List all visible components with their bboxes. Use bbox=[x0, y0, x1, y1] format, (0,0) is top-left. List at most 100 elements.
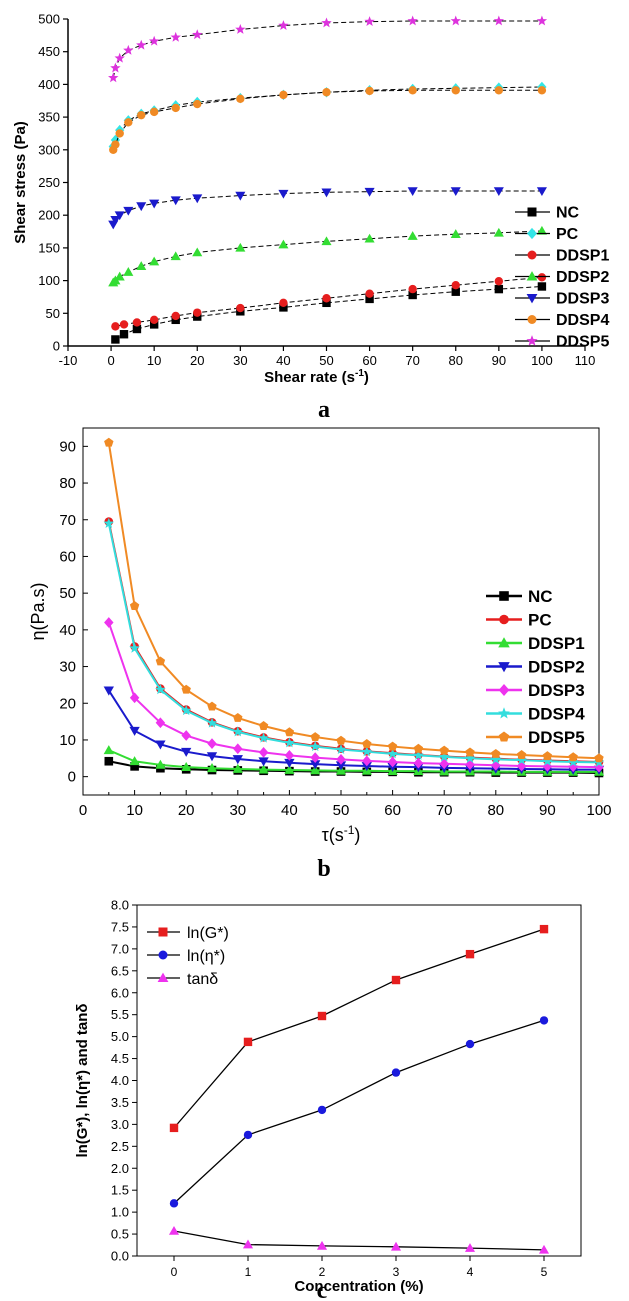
x-tick-label-b: 50 bbox=[333, 802, 350, 819]
x-axis-label-text: τ(s bbox=[322, 825, 344, 845]
data-point-b bbox=[284, 764, 295, 774]
data-point-b bbox=[181, 761, 192, 771]
legend-label-a: DDSP3 bbox=[556, 291, 609, 308]
data-point-b bbox=[464, 752, 476, 763]
legend-label-a: PC bbox=[556, 226, 579, 243]
data-point-a bbox=[451, 287, 460, 296]
data-point-a bbox=[537, 282, 547, 291]
data-point-b bbox=[413, 749, 424, 760]
x-tick-label-b: 100 bbox=[586, 802, 611, 819]
data-point-a bbox=[494, 284, 504, 294]
data-point-b bbox=[387, 741, 398, 751]
data-point-a bbox=[119, 320, 129, 329]
series-c-0 bbox=[169, 924, 549, 1133]
data-point-b bbox=[542, 755, 553, 766]
series-a-ddsp3 bbox=[108, 187, 547, 230]
data-point-c bbox=[391, 975, 401, 985]
x-tick-label-c: 4 bbox=[467, 1265, 474, 1279]
data-point-a bbox=[450, 187, 461, 197]
data-point-a bbox=[124, 118, 133, 127]
data-point-a bbox=[536, 225, 547, 235]
data-point-b bbox=[233, 743, 243, 755]
y-tick-label-b: 70 bbox=[59, 512, 76, 529]
data-point-b bbox=[387, 748, 398, 759]
data-point-a bbox=[278, 20, 289, 30]
data-point-a bbox=[235, 24, 246, 34]
data-point-a bbox=[111, 140, 120, 149]
legend-marker-b bbox=[498, 684, 510, 696]
data-point-b bbox=[438, 751, 450, 762]
y-tick-label-b: 10 bbox=[59, 732, 76, 749]
y-tick-label-c: 0.0 bbox=[111, 1249, 129, 1264]
data-point-b bbox=[594, 753, 604, 763]
legend-marker-a bbox=[527, 207, 537, 217]
x-tick-label-a: 0 bbox=[107, 353, 114, 368]
legend-marker-a bbox=[527, 250, 537, 260]
y-tick-label-c: 0.5 bbox=[111, 1227, 129, 1242]
y-tick-label-c: 5.0 bbox=[111, 1029, 129, 1044]
legend-label-c: ln(η*) bbox=[187, 948, 225, 965]
data-point-b bbox=[129, 601, 140, 610]
data-point-b bbox=[335, 743, 347, 755]
data-point-c bbox=[539, 924, 549, 934]
data-point-a bbox=[235, 191, 246, 201]
data-point-a bbox=[170, 251, 181, 261]
data-point-a bbox=[123, 44, 134, 55]
data-point-a bbox=[111, 335, 120, 344]
data-point-b bbox=[181, 747, 192, 757]
y-tick-label-b: 40 bbox=[59, 622, 76, 639]
series-c-1 bbox=[169, 1016, 549, 1208]
y-axis-label-c: ln(G*), ln(η*) and tanδ bbox=[74, 1003, 91, 1157]
series-line-b bbox=[107, 442, 600, 760]
series-a-ddsp4 bbox=[109, 86, 547, 154]
y-tick-label-b: 90 bbox=[59, 438, 76, 455]
data-point-b bbox=[516, 754, 527, 765]
data-point-a bbox=[321, 17, 332, 28]
legend-marker-a bbox=[527, 315, 537, 324]
y-tick-label-c: 1.5 bbox=[111, 1183, 129, 1198]
data-point-b bbox=[542, 751, 553, 761]
y-tick-label-c: 6.0 bbox=[111, 985, 129, 1000]
y-tick-label-a: 250 bbox=[38, 175, 60, 190]
x-tick-label-b: 60 bbox=[384, 802, 401, 819]
data-point-a bbox=[115, 129, 124, 138]
data-point-a bbox=[170, 31, 181, 42]
data-point-a bbox=[110, 215, 121, 225]
data-point-b bbox=[206, 763, 218, 773]
series-b-ddsp4 bbox=[103, 517, 605, 767]
data-point-b bbox=[336, 754, 346, 765]
data-point-a bbox=[137, 110, 146, 120]
series-line-a bbox=[112, 190, 542, 225]
chart-a: -10 0 10 20 30 40 50 60 70 80 90 100 110050100150200… bbox=[12, 12, 609, 424]
data-point-c bbox=[538, 1244, 550, 1254]
legend-marker-a bbox=[527, 227, 537, 240]
series-line-a bbox=[112, 230, 542, 283]
x-tick-label-a: 80 bbox=[449, 353, 463, 368]
legend-a: NC PC DDSP1 DDSP2 DDSP3 DDSP4 DDSP5 bbox=[515, 205, 609, 351]
data-point-c bbox=[243, 1130, 253, 1140]
x-axis-label-b: τ(s-1) bbox=[322, 823, 361, 845]
y-tick-label-c: 3.5 bbox=[111, 1095, 129, 1110]
data-point-b bbox=[491, 748, 501, 758]
data-point-b bbox=[258, 732, 269, 743]
data-point-a bbox=[236, 94, 245, 103]
panel-label-b: b bbox=[317, 856, 330, 882]
series-a-ddsp2 bbox=[108, 225, 547, 287]
data-point-b bbox=[206, 717, 218, 728]
data-point-b bbox=[181, 730, 191, 741]
y-tick-label-b: 60 bbox=[59, 548, 76, 565]
data-point-a bbox=[193, 99, 202, 109]
legend-b: NC PC DDSP1 DDSP2 DDSP3 DDSP4 DDSP5 bbox=[486, 587, 585, 747]
data-point-c bbox=[169, 1199, 179, 1208]
legend-label-a: DDSP5 bbox=[556, 334, 609, 351]
data-point-b bbox=[104, 437, 114, 447]
data-point-b bbox=[207, 701, 217, 711]
legend-label-b: DDSP3 bbox=[528, 681, 585, 700]
data-point-a bbox=[278, 189, 289, 199]
x-tick-label-b: 80 bbox=[487, 802, 504, 819]
y-tick-label-b: 0 bbox=[68, 769, 76, 786]
data-point-a bbox=[170, 196, 181, 206]
data-point-a bbox=[494, 277, 504, 286]
data-point-a bbox=[407, 15, 418, 26]
